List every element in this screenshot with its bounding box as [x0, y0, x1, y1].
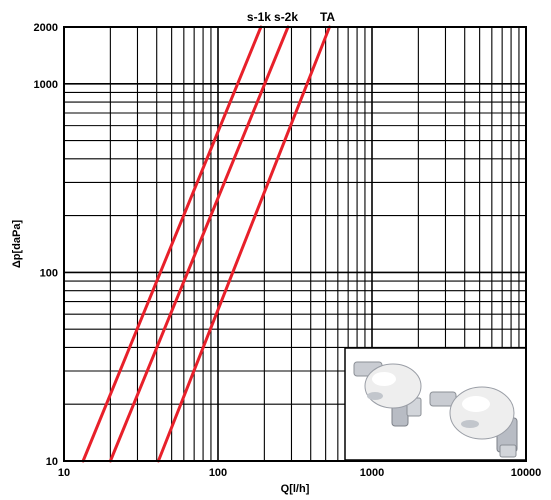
y-tick-label: 100 — [40, 267, 58, 279]
valve-head-left — [364, 363, 422, 409]
series-labels: s-1k s-2k TA — [247, 10, 336, 24]
y-tick-label: 10 — [46, 456, 58, 468]
plot-frame — [63, 26, 527, 462]
product-photo-inset — [344, 347, 527, 461]
x-axis-label: Q[l/h] — [281, 483, 310, 495]
radiator-valve-product-photo-icon — [353, 361, 422, 427]
valve-nut-right — [499, 444, 517, 458]
valve-logo-left — [367, 392, 383, 400]
series-label-s-2k: s-2k — [274, 10, 298, 24]
series-lines — [81, 25, 331, 463]
y-tick-label: 1000 — [34, 79, 58, 91]
y-tick-label: 2000 — [34, 22, 58, 34]
series-label-ta: TA — [320, 10, 335, 24]
x-tick-label: 10000 — [511, 467, 542, 479]
series-label-s-1k: s-1k — [247, 10, 271, 24]
x-tick-label: 100 — [209, 467, 227, 479]
valve-logo-right — [461, 420, 479, 428]
series-line-ta — [156, 25, 331, 463]
tick-labels: 10 100 1000 10000 10 100 1000 2000 — [34, 22, 542, 479]
x-tick-label: 1000 — [360, 467, 384, 479]
radiator-valve-product-photo-icon-2 — [429, 386, 518, 458]
valve-head-highlight-left — [372, 372, 396, 386]
valve-head-right — [449, 386, 515, 440]
x-tick-label: 10 — [58, 467, 70, 479]
y-axis-label: Δp[daPa] — [11, 220, 23, 269]
series-line-s-1k — [81, 25, 263, 463]
series-line-s-2k — [108, 25, 290, 463]
valve-head-highlight-right — [462, 396, 490, 412]
